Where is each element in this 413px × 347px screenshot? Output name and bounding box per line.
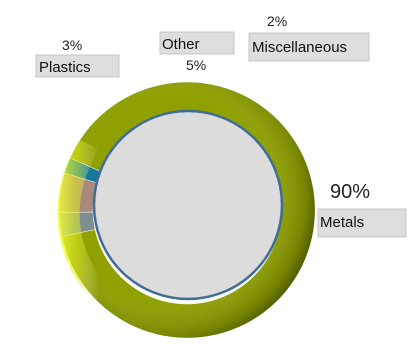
value-label-miscellaneous: 2% <box>267 13 287 29</box>
doughnut-hole <box>92 109 284 301</box>
doughnut-left-highlight <box>57 140 141 328</box>
category-label-metals: Metals <box>320 214 364 231</box>
value-label-other: 5% <box>186 57 206 73</box>
value-label-plastics: 3% <box>62 37 82 53</box>
category-box-other <box>159 31 235 55</box>
category-box-metals <box>317 208 407 238</box>
category-label-miscellaneous: Miscellaneous <box>252 39 347 56</box>
category-box-plastics <box>35 54 120 78</box>
category-label-plastics: Plastics <box>39 59 91 76</box>
category-label-other: Other <box>162 36 200 53</box>
value-label-metals: 90% <box>330 181 370 203</box>
category-box-miscellaneous <box>248 32 370 62</box>
